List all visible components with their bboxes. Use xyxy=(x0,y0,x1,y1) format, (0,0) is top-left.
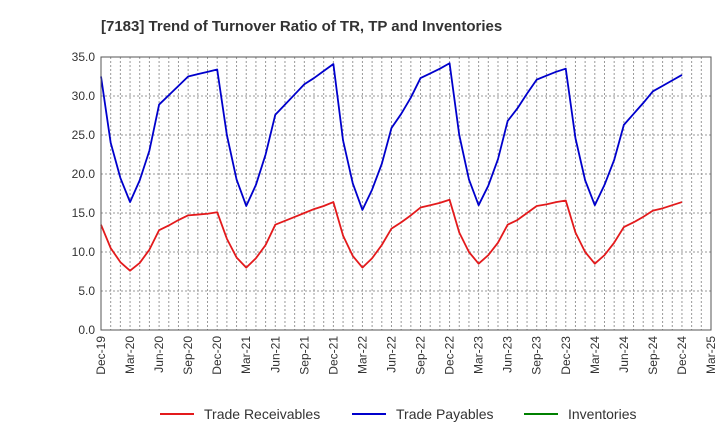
legend-label: Trade Receivables xyxy=(204,406,320,422)
x-tick-label: Sep-24 xyxy=(646,336,660,375)
legend: Trade Receivables Trade Payables Inventori… xyxy=(160,406,636,422)
x-tick-label: Dec-19 xyxy=(94,336,108,375)
x-tick-label: Dec-23 xyxy=(559,336,573,375)
x-tick-label: Jun-24 xyxy=(617,336,631,373)
x-tick-label: Jun-20 xyxy=(152,336,166,373)
y-tick-label: 15.0 xyxy=(72,206,96,220)
x-tick-label: Mar-25 xyxy=(704,336,718,374)
x-tick-label: Dec-22 xyxy=(443,336,457,375)
x-tick-label: Jun-22 xyxy=(384,336,398,373)
x-tick-label: Jun-23 xyxy=(501,336,515,373)
y-tick-label: 20.0 xyxy=(72,167,96,181)
legend-label: Inventories xyxy=(568,406,636,422)
series-line-trade-payables xyxy=(100,62,683,211)
x-tick-label: Mar-23 xyxy=(472,336,486,374)
y-tick-label: 5.0 xyxy=(78,284,95,298)
series-lines xyxy=(100,62,683,272)
series-line-trade-receivables xyxy=(100,198,683,272)
x-tick-label: Mar-21 xyxy=(239,336,253,374)
y-tick-label: 0.0 xyxy=(78,323,95,337)
x-tick-label: Sep-22 xyxy=(414,336,428,375)
x-tick-label: Mar-24 xyxy=(588,336,602,374)
x-tick-label: Mar-22 xyxy=(355,336,369,374)
y-axis-ticks: 0.0 5.0 10.0 15.0 20.0 25.0 30.0 35.0 xyxy=(72,50,96,337)
x-axis-ticks: Dec-19 Mar-20 Jun-20 Sep-20 Dec-20 Mar-21 Jun-… xyxy=(94,336,718,375)
y-tick-label: 30.0 xyxy=(72,89,96,103)
x-tick-label: Mar-20 xyxy=(123,336,137,374)
x-tick-label: Sep-23 xyxy=(530,336,544,375)
legend-label: Trade Payables xyxy=(396,406,494,422)
grid xyxy=(100,56,712,331)
y-tick-label: 25.0 xyxy=(72,128,96,142)
x-tick-label: Jun-21 xyxy=(268,336,282,373)
x-tick-label: Dec-20 xyxy=(210,336,224,375)
x-tick-label: Sep-20 xyxy=(181,336,195,375)
y-tick-label: 35.0 xyxy=(72,50,96,64)
x-tick-label: Dec-21 xyxy=(326,336,340,375)
chart-title: [7183] Trend of Turnover Ratio of TR, TP… xyxy=(101,18,502,35)
y-tick-label: 10.0 xyxy=(72,245,96,259)
plot-area-frame xyxy=(100,56,712,331)
x-tick-label: Sep-21 xyxy=(297,336,311,375)
x-tick-label: Dec-24 xyxy=(675,336,689,375)
